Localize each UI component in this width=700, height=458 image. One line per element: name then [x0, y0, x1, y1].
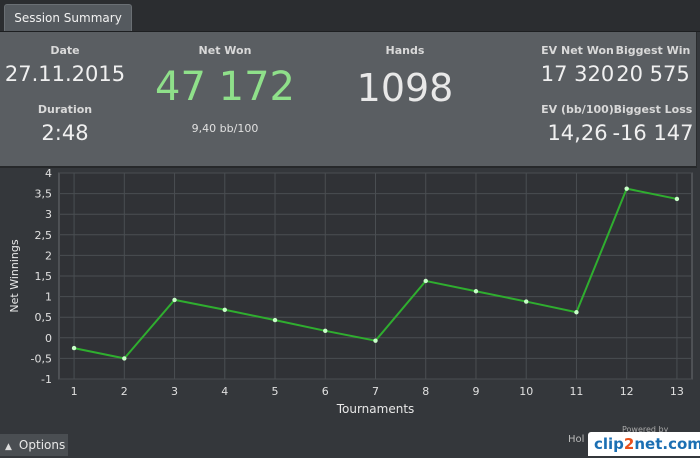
tab-bar: Session Summary [0, 0, 700, 32]
y-axis-label: Net Winnings [8, 239, 21, 312]
options-label: Options [18, 438, 66, 452]
y-tick-label: -1 [41, 373, 52, 386]
data-point [574, 310, 579, 315]
ev-net-won-label: EV Net Won [541, 44, 614, 57]
powered-by-text: Powered by [622, 425, 669, 434]
ev-bb100-label: EV (bb/100) [541, 103, 614, 116]
x-tick-label: 9 [472, 385, 479, 398]
x-tick-label: 6 [322, 385, 329, 398]
x-axis-label: Tournaments [336, 402, 415, 416]
data-point [624, 186, 629, 191]
biggest-loss-value: -16 147 [612, 121, 694, 145]
tab-session-summary[interactable]: Session Summary [4, 4, 132, 31]
watermark-part-a: clip [594, 435, 624, 453]
x-tick-label: 13 [670, 385, 684, 398]
net-winnings-chart: 4 3,5 3 2,5 2 1,5 1 0,5 0 -0,5 -1 1 2 3 4 5 6 7 8 9 10 11 12 1… [0, 167, 700, 430]
data-point [71, 345, 77, 351]
x-tick-label: 2 [121, 385, 128, 398]
series-points [71, 186, 680, 361]
data-point [423, 278, 428, 284]
x-tick-label: 1 [71, 385, 78, 398]
x-tick-label: 8 [422, 385, 429, 398]
watermark-logo: clip2net.com [588, 432, 700, 456]
ev-bb100-value: 14,26 [547, 121, 608, 145]
data-point [323, 328, 328, 333]
y-tick-label: 4 [45, 168, 52, 180]
data-point [524, 299, 529, 304]
options-button[interactable]: ▲ Options [0, 434, 68, 456]
date-value: 27.11.2015 [4, 62, 126, 86]
data-point [222, 307, 227, 312]
x-tick-label: 11 [569, 385, 583, 398]
data-point [172, 297, 177, 303]
x-tick-label: 7 [372, 385, 379, 398]
net-won-bb100: 9,40 bb/100 [191, 122, 259, 135]
net-won-label: Net Won [198, 44, 252, 57]
y-tick-label: 2 [45, 249, 52, 262]
data-point [473, 289, 479, 294]
y-tick-label: 3 [45, 208, 52, 221]
chevron-up-icon: ▲ [5, 442, 12, 452]
chart-svg: 43,532,521,510,50-0,5-1 1 2 3 4 5 6 7 8 9 10 11 12 1… [8, 167, 693, 416]
y-tick-label: 1 [45, 291, 52, 304]
data-point [272, 317, 278, 323]
grid-lines [59, 172, 692, 380]
y-tick-label: 0,5 [35, 311, 53, 324]
x-tick-labels: 1 2 3 4 5 6 7 8 9 10 11 12 13 [71, 385, 684, 398]
x-tick-label: 5 [272, 385, 279, 398]
x-tick-label: 10 [519, 385, 533, 398]
y-tick-label: 2,5 [35, 229, 53, 242]
y-tick-label: 3,5 [35, 188, 53, 201]
y-tick-label: -0,5 [31, 352, 52, 365]
x-tick-label: 12 [620, 385, 634, 398]
watermark-part-b: 2 [623, 435, 635, 453]
data-point [122, 356, 127, 361]
y-tick-label: 0 [45, 332, 52, 345]
duration-label: Duration [37, 103, 93, 116]
data-point [373, 338, 378, 343]
brand-text: Hol [568, 434, 585, 445]
watermark-part-c: net.com [634, 435, 700, 453]
ev-net-won-value: 17 320 [540, 62, 615, 86]
y-tick-labels: 4 3,5 3 2,5 2 1,5 1 0,5 0 -0,5 -1 [31, 167, 53, 386]
biggest-loss-label: Biggest Loss [613, 103, 693, 116]
session-summary-panel: Date 27.11.2015 Duration 2:48 Net Won 47… [0, 32, 697, 168]
biggest-win-label: Biggest Win [615, 44, 691, 57]
duration-value: 2:48 [41, 121, 89, 145]
hands-label: Hands [385, 44, 425, 57]
net-won-value: 47 172 [155, 64, 295, 110]
x-tick-label: 4 [221, 385, 228, 398]
data-point [674, 196, 680, 202]
x-tick-label: 3 [171, 385, 178, 398]
date-label: Date [50, 44, 80, 57]
y-tick-label: 1,5 [35, 270, 53, 283]
hands-value: 1098 [356, 66, 454, 110]
biggest-win-value: 20 575 [616, 62, 690, 86]
